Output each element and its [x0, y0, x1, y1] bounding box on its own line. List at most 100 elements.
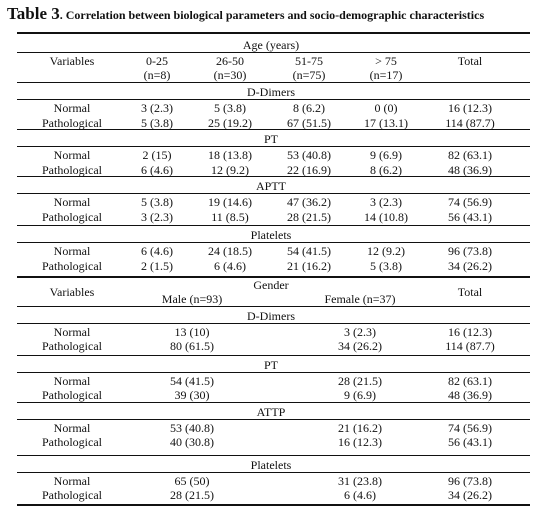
section-subrule	[17, 472, 530, 473]
table-cell: 48 (36.9)	[448, 388, 492, 402]
table-cell: 6 (4.6)	[214, 259, 246, 273]
table-cell: 82 (63.1)	[448, 148, 492, 162]
row-label: Pathological	[42, 163, 102, 177]
table-cell: 28 (21.5)	[338, 374, 382, 388]
table-cell: 11 (8.5)	[211, 210, 249, 224]
section-subrule	[17, 372, 530, 373]
section-rule	[17, 355, 530, 356]
gender-column-male: Male (n=93)	[161, 292, 223, 306]
row-label: Normal	[53, 148, 91, 162]
section-subrule	[17, 419, 530, 420]
gender-group-heading: Gender	[253, 278, 289, 292]
section-subrule	[17, 146, 530, 147]
table-cell: 16 (12.3)	[448, 325, 492, 339]
table-cell: 96 (73.8)	[448, 244, 492, 258]
table-cell: 34 (26.2)	[448, 259, 492, 273]
table-cell: 114 (87.7)	[445, 116, 495, 130]
row-label: Pathological	[42, 435, 102, 449]
age-column-n: (n=75)	[292, 68, 326, 82]
table-cell: 28 (21.5)	[287, 210, 331, 224]
table-cell: 96 (73.8)	[448, 474, 492, 488]
section-rule	[17, 82, 530, 83]
age-column-n: (n=8)	[143, 68, 171, 82]
age-column-range: 0-25	[146, 54, 168, 68]
section-subrule	[17, 323, 530, 324]
section-subrule	[17, 242, 530, 243]
row-label: Normal	[53, 374, 91, 388]
age-column-n: (n=17)	[369, 68, 403, 82]
table-cell: 13 (10)	[174, 325, 210, 339]
section-title: Platelets	[250, 458, 292, 472]
row-label: Normal	[53, 195, 91, 209]
table-cell: 16 (12.3)	[448, 101, 492, 115]
table-cell: 6 (4.6)	[141, 244, 173, 258]
gender-variables-header: Variables	[49, 285, 95, 299]
row-label: Normal	[53, 474, 91, 488]
table-cell: 12 (9.2)	[211, 163, 249, 177]
table-cell: 9 (6.9)	[344, 388, 376, 402]
total-header: Total	[457, 54, 483, 68]
row-label: Pathological	[42, 388, 102, 402]
table-cell: 5 (3.8)	[370, 259, 402, 273]
top-rule	[17, 32, 530, 34]
table-cell: 34 (26.2)	[448, 488, 492, 502]
table-cell: 18 (13.8)	[208, 148, 252, 162]
age-column-range: 26-50	[216, 54, 244, 68]
gender-column-female: Female (n=37)	[324, 292, 396, 306]
table-cell: 54 (41.5)	[170, 374, 214, 388]
table-cell: 12 (9.2)	[367, 244, 405, 258]
table-cell: 0 (0)	[374, 101, 398, 115]
table-cell: 9 (6.9)	[370, 148, 402, 162]
table-cell: 21 (16.2)	[338, 421, 382, 435]
section-rule	[17, 306, 530, 307]
section-rule	[17, 225, 530, 226]
table-cell: 34 (26.2)	[338, 339, 382, 353]
row-label: Pathological	[42, 116, 102, 130]
row-label: Normal	[53, 101, 91, 115]
table-cell: 16 (12.3)	[338, 435, 382, 449]
row-label: Normal	[53, 325, 91, 339]
age-column-range: 51-75	[295, 54, 323, 68]
gender-block-rule	[17, 276, 530, 278]
row-label: Pathological	[42, 259, 102, 273]
table-cell: 25 (19.2)	[208, 116, 252, 130]
section-title: PT	[263, 132, 279, 146]
table-cell: 14 (10.8)	[364, 210, 408, 224]
section-title: D-Dimers	[247, 85, 295, 99]
table-cell: 19 (14.6)	[208, 195, 252, 209]
age-group-rule	[17, 52, 530, 53]
row-label: Pathological	[42, 210, 102, 224]
table-cell: 67 (51.5)	[287, 116, 331, 130]
table-cell: 2 (1.5)	[141, 259, 173, 273]
table-cell: 31 (23.8)	[338, 474, 382, 488]
table-cell: 56 (43.1)	[448, 210, 492, 224]
section-rule	[17, 455, 530, 456]
section-subrule	[17, 193, 530, 194]
table-cell: 74 (56.9)	[448, 195, 492, 209]
section-subrule	[17, 99, 530, 100]
row-label: Pathological	[42, 339, 102, 353]
table-cell: 8 (6.2)	[370, 163, 402, 177]
table-cell: 17 (13.1)	[364, 116, 408, 130]
row-label: Normal	[53, 421, 91, 435]
table-cell: 114 (87.7)	[445, 339, 495, 353]
table-cell: 8 (6.2)	[293, 101, 325, 115]
table-caption: Table 3. Correlation between biological …	[7, 4, 484, 24]
table-cell: 6 (4.6)	[141, 163, 173, 177]
table-cell: 47 (36.2)	[287, 195, 331, 209]
row-label: Pathological	[42, 488, 102, 502]
table-cell: 24 (18.5)	[208, 244, 252, 258]
table-cell: 74 (56.9)	[448, 421, 492, 435]
section-rule	[17, 402, 530, 403]
table-cell: 56 (43.1)	[448, 435, 492, 449]
age-column-n: (n=30)	[213, 68, 247, 82]
table-cell: 22 (16.9)	[287, 163, 331, 177]
table-cell: 3 (2.3)	[141, 101, 173, 115]
table-cell: 53 (40.8)	[170, 421, 214, 435]
table-cell: 54 (41.5)	[287, 244, 331, 258]
table-cell: 48 (36.9)	[448, 163, 492, 177]
section-rule	[17, 129, 530, 130]
table-cell: 53 (40.8)	[287, 148, 331, 162]
section-title: Platelets	[250, 228, 292, 242]
table-cell: 65 (50)	[174, 474, 210, 488]
